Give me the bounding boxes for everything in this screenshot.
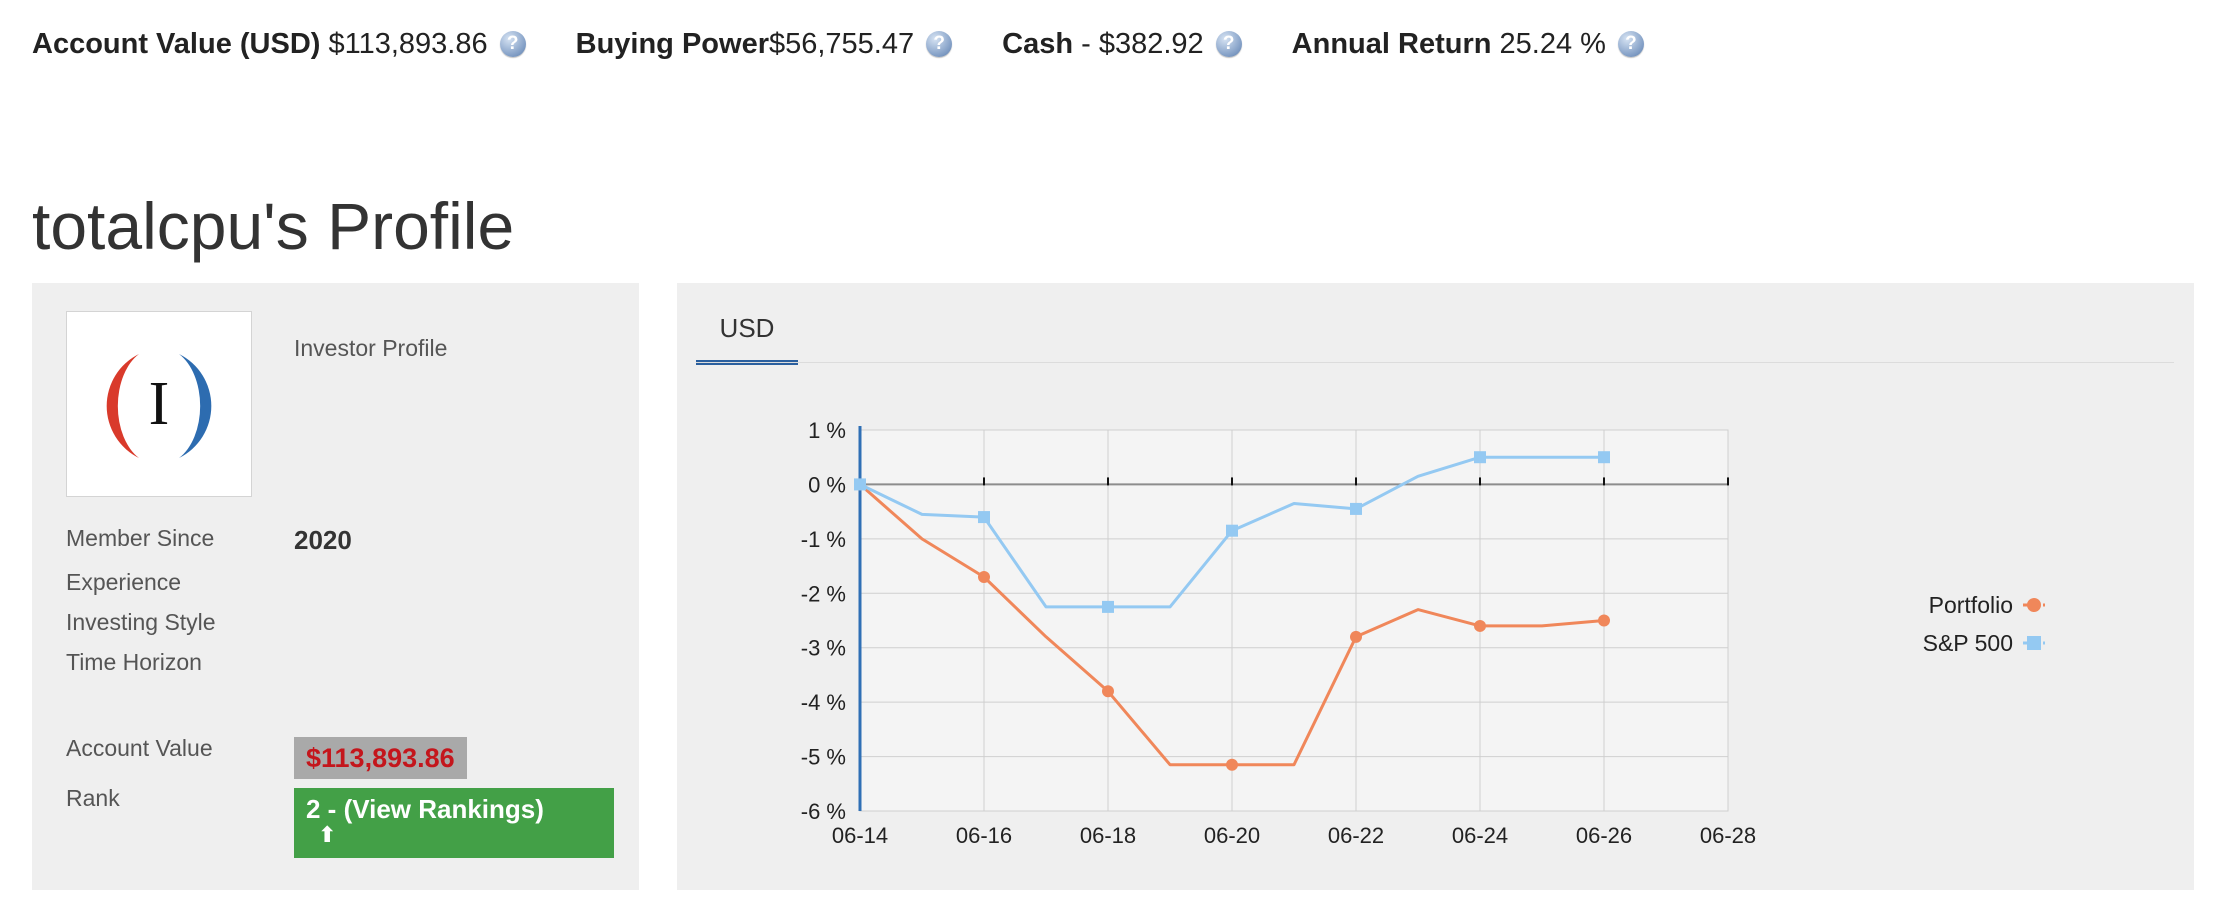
portfolio-point bbox=[1598, 614, 1610, 627]
account-value-label: Account Value bbox=[66, 735, 213, 761]
rank-text: 2 - (View Rankings) bbox=[306, 794, 544, 824]
member-since-label: Member Since bbox=[66, 525, 215, 551]
sp500-point bbox=[1350, 502, 1362, 515]
x-tick-label: 06-28 bbox=[1700, 823, 1756, 848]
legend-marker bbox=[2027, 598, 2041, 612]
x-tick-label: 06-26 bbox=[1576, 823, 1632, 848]
help-icon[interactable]: ? bbox=[499, 31, 526, 57]
stat-account-value: Account Value (USD) $113,893.86 ? bbox=[32, 28, 526, 61]
member-since-value: 2020 bbox=[294, 525, 352, 555]
profile-panel: I Investor Profile Member Since 2020 Exp… bbox=[32, 283, 639, 890]
view-rankings-button[interactable]: 2 - (View Rankings) ⬆ bbox=[294, 788, 614, 858]
legend-label: Portfolio bbox=[1929, 592, 2013, 618]
stat-cash: Cash - $382.92 ? bbox=[1002, 28, 1242, 61]
y-tick-label: -5 % bbox=[801, 745, 846, 770]
investing-style-label: Investing Style bbox=[66, 609, 216, 635]
help-icon[interactable]: ? bbox=[1215, 31, 1242, 57]
up-arrow-icon: ⬆ bbox=[318, 822, 337, 847]
sp500-point bbox=[854, 478, 866, 491]
portfolio-point bbox=[1226, 758, 1238, 771]
account-stats-bar: Account Value (USD) $113,893.86 ? Buying… bbox=[32, 22, 1694, 66]
portfolio-point bbox=[978, 570, 990, 583]
logo-letter: I bbox=[149, 370, 170, 438]
sp500-point bbox=[1226, 524, 1238, 537]
y-tick-label: -6 % bbox=[801, 799, 846, 824]
stat-label: Annual Return bbox=[1291, 27, 1492, 60]
portfolio-point bbox=[1102, 685, 1114, 698]
portfolio-point bbox=[1474, 619, 1486, 632]
sp500-point bbox=[1474, 451, 1486, 464]
stat-value: $113,893.86 bbox=[328, 27, 488, 60]
investor-profile-heading: Investor Profile bbox=[294, 335, 448, 361]
y-tick-label: -2 % bbox=[801, 581, 846, 606]
investor-logo: I bbox=[66, 311, 252, 497]
y-tick-label: -3 % bbox=[801, 636, 846, 661]
x-tick-label: 06-18 bbox=[1080, 823, 1136, 848]
sp500-point bbox=[978, 511, 990, 524]
experience-label: Experience bbox=[66, 569, 182, 595]
stat-annual-return: Annual Return 25.24 % ? bbox=[1292, 28, 1644, 61]
stat-value: 25.24 % bbox=[1499, 27, 1606, 60]
y-tick-label: -1 % bbox=[801, 527, 846, 552]
y-tick-label: -4 % bbox=[801, 690, 846, 715]
stat-value: - $382.92 bbox=[1081, 27, 1204, 60]
legend-label: S&P 500 bbox=[1923, 630, 2013, 656]
x-tick-label: 06-20 bbox=[1204, 823, 1260, 848]
stat-value: $56,755.47 bbox=[768, 27, 915, 60]
performance-chart: 1 % 0 % -1 % -2 % -3 % -4 % -5 % -6 %06-14 06-16… bbox=[801, 418, 2045, 848]
time-horizon-label: Time Horizon bbox=[66, 649, 202, 675]
x-tick-label: 06-14 bbox=[832, 823, 888, 848]
portfolio-point bbox=[1350, 630, 1362, 643]
rank-label: Rank bbox=[66, 785, 120, 811]
stat-label: Cash bbox=[1002, 27, 1074, 60]
stat-label: Buying Power bbox=[575, 27, 769, 60]
plot-area bbox=[859, 429, 1729, 812]
x-tick-label: 06-24 bbox=[1452, 823, 1508, 848]
legend-marker bbox=[2027, 636, 2041, 650]
x-tick-label: 06-16 bbox=[956, 823, 1012, 848]
stat-buying-power: Buying Power $56,755.47 ? bbox=[576, 28, 953, 61]
help-icon[interactable]: ? bbox=[926, 31, 953, 57]
y-tick-label: 0 % bbox=[808, 472, 846, 497]
x-tick-label: 06-22 bbox=[1328, 823, 1384, 848]
account-value-badge: $113,893.86 bbox=[294, 737, 467, 779]
sp500-point bbox=[1598, 451, 1610, 464]
logo-icon: I bbox=[106, 354, 212, 458]
sp500-point bbox=[1102, 600, 1114, 613]
stat-label: Account Value (USD) bbox=[32, 27, 321, 60]
page-title: totalcpu's Profile bbox=[32, 189, 515, 263]
performance-chart-panel: USD 1 % 0 % -1 % -2 % -3 % -4 % -5 % -6 % 06-14 0… bbox=[677, 283, 2194, 890]
help-icon[interactable]: ? bbox=[1617, 31, 1644, 57]
y-tick-label: 1 % bbox=[808, 418, 846, 443]
tab-divider bbox=[696, 362, 2174, 363]
